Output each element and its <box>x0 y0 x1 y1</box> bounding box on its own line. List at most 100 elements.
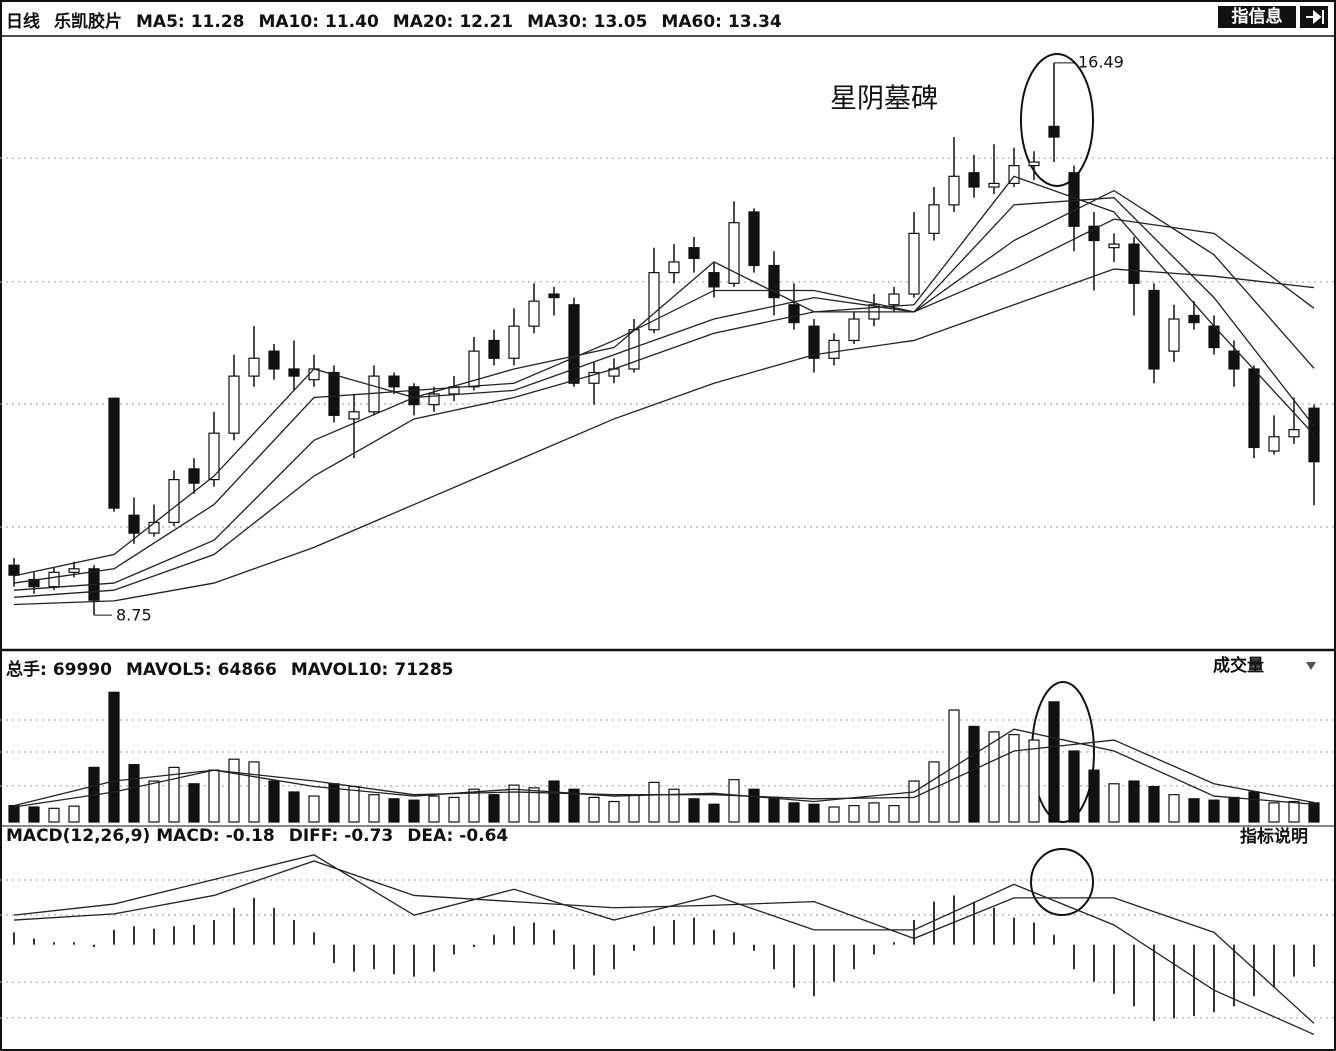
candle-body <box>348 411 360 420</box>
volume-bar <box>668 788 680 823</box>
volume-button[interactable]: 成交量 <box>1213 655 1264 676</box>
grid <box>0 157 1336 1019</box>
volume-bar <box>1288 800 1300 823</box>
candle-body <box>948 175 960 206</box>
volume-bar <box>8 805 20 823</box>
volume-bar <box>908 780 920 823</box>
volume-bar <box>408 799 420 823</box>
volume-bar <box>1048 701 1060 823</box>
volume-bar <box>68 805 80 823</box>
volume-bar <box>548 780 560 823</box>
volume-bar <box>508 784 520 823</box>
indicator-name: MA10: <box>258 12 320 32</box>
volume-bar <box>468 788 480 823</box>
volume-bar <box>808 803 820 823</box>
arrow-icon <box>1306 9 1324 25</box>
volume-bar <box>48 807 60 823</box>
candle-body <box>188 468 200 484</box>
volume-bar <box>368 794 380 823</box>
candle-body <box>1168 318 1180 352</box>
volume-bar <box>1088 769 1100 823</box>
volume-bar <box>148 780 160 823</box>
volume-bar <box>328 783 340 823</box>
volume-bar <box>1228 796 1240 823</box>
candle-body <box>228 375 240 434</box>
candle-body <box>1228 350 1240 370</box>
candle-body <box>488 339 500 359</box>
candle-body <box>708 272 720 288</box>
candle-body <box>1088 225 1100 242</box>
indicator-value: 11.40 <box>325 12 379 32</box>
ma-line <box>13 175 1315 577</box>
volume-bar <box>748 788 760 823</box>
volume-bar <box>1248 791 1260 823</box>
candle-body <box>768 264 780 299</box>
volume-bar <box>928 761 940 823</box>
volume-bar <box>948 709 960 823</box>
candle-body <box>848 318 860 342</box>
candle-body <box>668 261 680 274</box>
low-label: 8.75 <box>116 606 152 625</box>
volume-bar <box>988 731 1000 823</box>
candle-body <box>428 393 440 406</box>
volume-bar <box>1268 802 1280 823</box>
volume-bar <box>788 802 800 823</box>
indicator-value: 71285 <box>394 660 454 680</box>
candle-body <box>928 204 940 234</box>
mavol-line <box>13 739 1315 808</box>
candle-body <box>1008 164 1020 185</box>
candle-body <box>28 578 40 588</box>
volume-bar <box>888 805 900 823</box>
candle-body <box>568 304 580 384</box>
volume-bar <box>528 787 540 823</box>
volume-bar <box>1108 783 1120 823</box>
volume-bar <box>1308 802 1320 823</box>
high-label: 16.49 <box>1078 52 1124 71</box>
volume-bar <box>1068 750 1080 823</box>
volume-bar <box>1008 734 1020 823</box>
volume-bar <box>628 794 640 823</box>
candle-body <box>288 368 300 377</box>
annotation: 星阴墓碑 <box>830 84 938 115</box>
indicator-value: -0.73 <box>344 826 394 846</box>
volume-header: 总手: 69990 MAVOL5: 64866 MAVOL10: 71285 <box>6 655 468 680</box>
indicator-name: MA30: <box>527 12 588 32</box>
candle-body <box>688 247 700 259</box>
volume-bar <box>728 779 740 823</box>
volume-bar <box>968 725 980 823</box>
indicator-value: 64866 <box>217 660 277 680</box>
volume-bar <box>28 806 40 823</box>
volume-bar <box>128 764 140 823</box>
ma-line <box>13 189 1315 591</box>
volume-bar <box>1168 794 1180 823</box>
volume-bar <box>768 796 780 823</box>
candle-body <box>128 514 140 534</box>
candle-body <box>508 325 520 359</box>
volume-bar <box>448 796 460 823</box>
volume-bar <box>688 798 700 823</box>
candle-body <box>1028 161 1040 167</box>
volume-bar <box>1028 739 1040 823</box>
candle-body <box>208 432 220 481</box>
indicator-name: DIFF: <box>288 826 339 846</box>
help-button[interactable]: 指标说明 <box>1240 826 1308 847</box>
indicator-value: 12.21 <box>459 12 514 32</box>
candle-body <box>1188 314 1200 324</box>
volume-bar <box>268 780 280 823</box>
indicator-name: MA60: <box>661 12 722 32</box>
volume-bar <box>588 796 600 823</box>
candle-body <box>268 350 280 370</box>
candle-body <box>588 371 600 384</box>
info-button-bg[interactable] <box>1218 6 1296 28</box>
candle-body <box>908 232 920 295</box>
candle-body <box>8 564 20 576</box>
volume-bar <box>648 781 660 823</box>
dropdown-icon[interactable] <box>1306 662 1316 670</box>
info-button[interactable]: 指信息 <box>1232 6 1283 27</box>
candle-body <box>548 293 560 299</box>
candle-body <box>248 357 260 377</box>
candle-body <box>748 211 760 267</box>
